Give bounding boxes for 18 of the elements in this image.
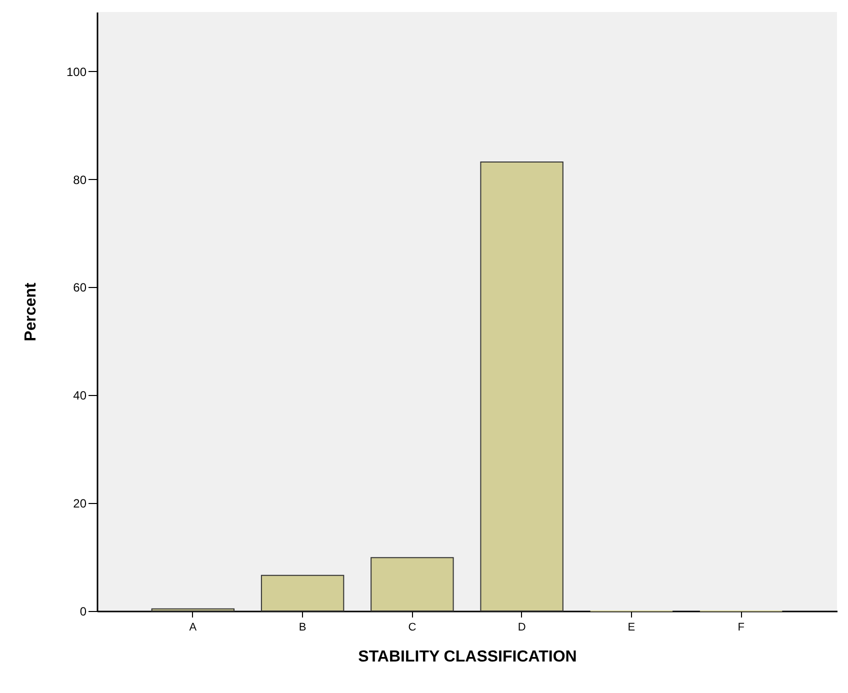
y-tick-label: 0 <box>80 604 87 618</box>
y-tick-label: 80 <box>73 172 87 187</box>
x-tick-label: A <box>189 622 198 634</box>
y-tick-label: 20 <box>73 496 87 511</box>
y-tick-label: 60 <box>73 280 87 295</box>
bar <box>260 574 344 612</box>
x-tick-label: E <box>628 622 636 634</box>
x-axis-title: STABILITY CLASSIFICATION <box>358 648 577 666</box>
y-tick-label: 100 <box>66 64 87 79</box>
y-axis-title: Percent <box>22 282 40 342</box>
bar <box>370 557 454 612</box>
x-tick-label: F <box>738 622 745 634</box>
bar <box>480 162 564 612</box>
x-tick-label: C <box>408 622 416 634</box>
x-tick-label: B <box>298 622 306 634</box>
y-tick-label: 40 <box>73 388 87 403</box>
bar <box>151 608 235 612</box>
x-tick-label: D <box>518 622 526 634</box>
